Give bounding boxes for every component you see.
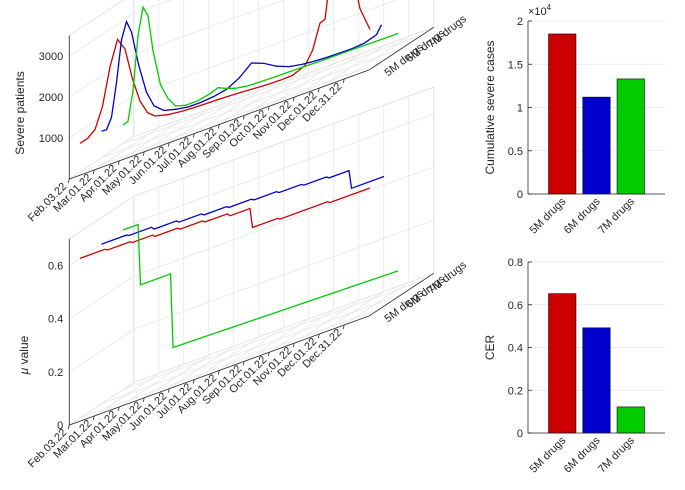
y-axis (369, 272, 434, 317)
y-grid-line (101, 48, 402, 159)
z-grid-line (69, 219, 434, 373)
x-tick-mark (317, 88, 320, 93)
y-tick-label: 7M drugs (425, 259, 469, 297)
z-tick-label: 0 (57, 420, 63, 432)
z-tick-label: 0.4 (48, 314, 63, 326)
y-tick-label: 0.5 (508, 146, 523, 158)
z-tick-label: 0.2 (48, 367, 63, 379)
x-tick-mark (267, 352, 270, 357)
x-tick-label: 5M drugs (527, 195, 568, 236)
x-tick-mark (267, 106, 270, 111)
x-tick-label: 5M drugs (527, 434, 568, 475)
exponent-power: 4 (547, 3, 552, 12)
y-grid-line (101, 294, 402, 405)
z-grid-line (69, 0, 285, 98)
x-tick-mark (92, 415, 95, 421)
series-line-1 (101, 169, 385, 245)
z-grid-line (69, 0, 173, 57)
left-wall (68, 0, 135, 180)
y-axis-label: Cumulative severe cases (483, 40, 497, 174)
bar-0 (548, 293, 577, 434)
mu-label-text: value (17, 335, 31, 367)
x-tick-label: 7M drugs (596, 195, 637, 236)
z-tick-label: 2000 (39, 92, 63, 104)
x-tick-mark (192, 379, 195, 384)
x-tick-mark (292, 97, 295, 102)
bar-1 (582, 327, 611, 434)
axes-frame (527, 262, 665, 434)
x-tick-mark (217, 124, 220, 129)
z-grid-line (69, 166, 434, 320)
x-tick-mark (142, 151, 145, 156)
x-tick-mark (242, 115, 245, 120)
x-tick-mark (167, 142, 170, 147)
y-axis-label: CER (483, 335, 497, 361)
y-tick-label: 1 (517, 103, 523, 115)
z-tick-label: 1000 (39, 133, 63, 145)
series-line-2 (122, 223, 399, 349)
x-tick-mark (92, 169, 95, 175)
x-tick-mark (292, 343, 295, 348)
y-grid-line (79, 308, 381, 419)
z-tick-label: 3000 (39, 51, 63, 63)
left-wall (68, 195, 135, 426)
y-tick-label: 0 (517, 428, 523, 440)
x-tick-mark (317, 334, 320, 339)
y-tick-label: 0.8 (508, 257, 523, 269)
series-line-0 (79, 0, 371, 144)
x-tick-label: 6M drugs (562, 195, 603, 236)
x-tick-mark (217, 370, 220, 375)
series-line-1 (101, 19, 383, 132)
y-grid-line (122, 34, 424, 144)
x-tick-mark (117, 406, 120, 411)
z-grid-line (69, 272, 434, 426)
y-tick-label: 0.6 (508, 300, 523, 312)
series-line-0 (79, 187, 371, 260)
x-tick-mark (117, 160, 120, 165)
y-tick-label: 0.4 (508, 343, 523, 355)
axis-exponent-label: ×104 (528, 3, 552, 18)
exponent-base: ×10 (528, 6, 547, 18)
y-tick-label: 7M drugs (425, 13, 469, 51)
x-tick-label: 6M drugs (562, 434, 603, 475)
x-tick-label: 7M drugs (596, 434, 637, 475)
z-axis-label: Severe patients (13, 71, 27, 154)
x-tick-mark (192, 133, 195, 138)
x-tick-mark (242, 361, 245, 366)
y-tick-label: 0.2 (508, 385, 523, 397)
x-tick-mark (167, 388, 170, 393)
bar-0 (548, 33, 577, 195)
bar-1 (582, 96, 611, 195)
x-tick-mark (67, 179, 70, 184)
severe-patients-3d-plot: Feb.03.22Mar.01.22Apr.01.22May.01.22Jun.… (13, 0, 469, 224)
y-tick-label: 0 (517, 189, 523, 201)
axes-frame (527, 21, 665, 195)
mu-value-3d-plot: Feb.03.22Mar.01.22Apr.01.22May.01.22Jun.… (17, 86, 469, 470)
mu-symbol: μ (17, 367, 31, 375)
y-grid-line (79, 62, 381, 173)
z-grid-line (69, 0, 398, 139)
bar-2 (616, 406, 645, 434)
x-tick-mark (342, 78, 345, 84)
y-tick-label: 2 (517, 16, 523, 28)
bar-2 (616, 78, 645, 195)
z-grid-line (69, 113, 434, 266)
y-grid-line (122, 280, 424, 390)
z-axis-label: μ value (17, 335, 31, 375)
series-line-2 (122, 5, 399, 126)
x-tick-mark (342, 324, 345, 330)
z-tick-label: 0.6 (48, 261, 63, 273)
x-tick-mark (67, 425, 70, 430)
y-tick-label: 1.5 (508, 59, 523, 71)
x-tick-mark (142, 397, 145, 402)
y-axis (369, 26, 434, 71)
